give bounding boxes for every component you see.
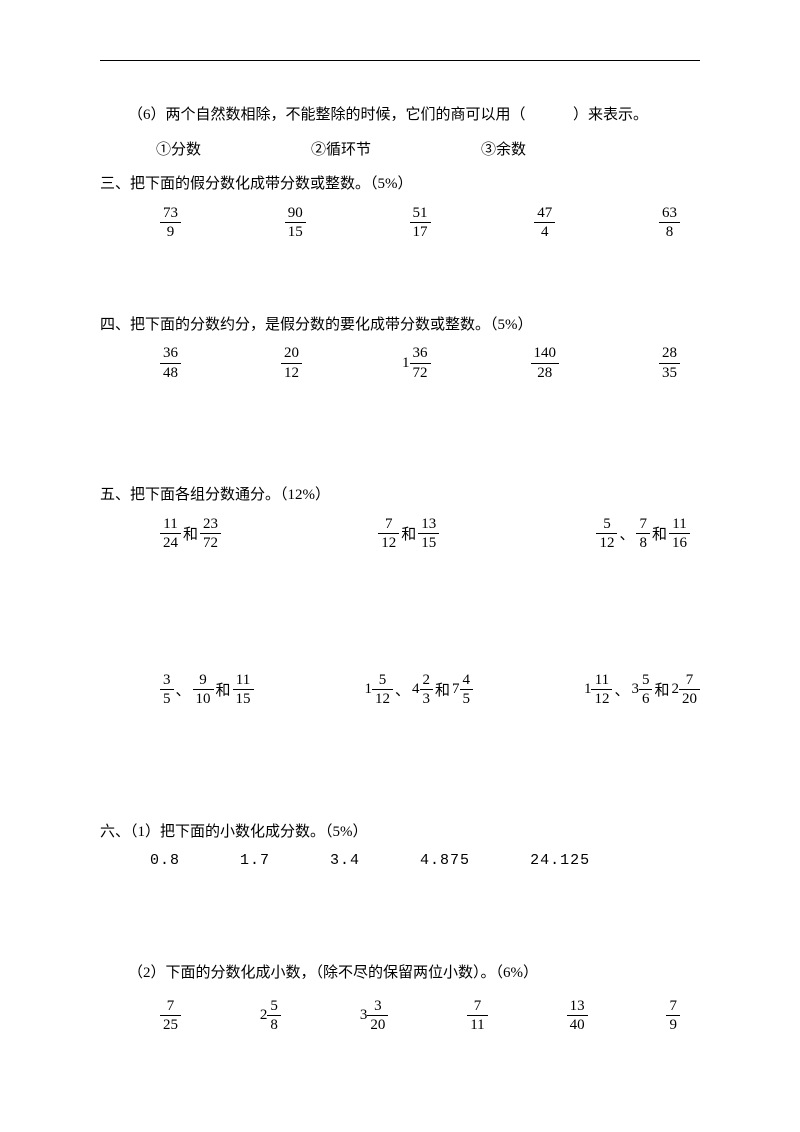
frac: 35	[160, 672, 174, 708]
fraction-group: 512、78和1116	[596, 516, 690, 552]
fraction-group: 1124和2372	[160, 516, 221, 552]
top-rule	[100, 60, 700, 61]
q6-options: ①分数 ②循环节 ③余数	[100, 136, 700, 165]
frac: 739	[160, 205, 181, 241]
mixed-frac: 13672	[402, 345, 431, 381]
frac: 910	[193, 672, 214, 708]
frac: 638	[659, 205, 680, 241]
mixed-frac: 910	[193, 672, 214, 708]
frac: 720	[679, 672, 700, 708]
mixed-frac: 745	[452, 672, 473, 708]
q6-text-b: ）来表示。	[573, 107, 648, 123]
page: （6）两个自然数相除，不能整除的时候，它们的商可以用（ ）来表示。 ①分数 ②循…	[0, 0, 800, 1132]
fraction-group: 11112、356和2720	[584, 672, 700, 708]
fraction-group: 35、910和1115	[160, 672, 254, 708]
mixed-frac: 1340	[567, 998, 588, 1034]
s6-decimals: 0.8 1.7 3.4 4.875 24.125	[100, 852, 700, 869]
s6-title: 六、（1）把下面的小数化成分数。（5%）	[100, 818, 700, 847]
frac: 1115	[233, 672, 254, 708]
mixed-frac: 1512	[364, 672, 393, 708]
frac: 23	[420, 672, 434, 708]
mixed-frac: 423	[412, 672, 433, 708]
frac: 1112	[591, 672, 612, 708]
conjunction: 和	[401, 523, 416, 544]
decimal-value: 24.125	[530, 852, 590, 869]
frac: 45	[460, 672, 474, 708]
frac: 9015	[285, 205, 306, 241]
mixed-frac: 11112	[584, 672, 613, 708]
s3-fracs: 739 9015 5117 474 638	[100, 205, 700, 241]
frac: 56	[639, 672, 653, 708]
mixed-frac: 712	[378, 516, 399, 552]
q6-text-a: （6）两个自然数相除，不能整除的时候，它们的商可以用（	[128, 107, 526, 123]
mixed-frac: 725	[160, 998, 181, 1034]
mixed-frac: 1116	[669, 516, 690, 552]
conjunction: 和	[216, 679, 231, 700]
mixed-frac: 1115	[233, 672, 254, 708]
conjunction: 和	[652, 523, 667, 544]
whole-part: 4	[412, 681, 420, 698]
frac: 1124	[160, 516, 181, 552]
mixed-frac: 3320	[360, 998, 389, 1034]
q6-opt1: ①分数	[156, 136, 201, 165]
s4-fracs: 3648 2012 13672 14028 2835	[100, 345, 700, 381]
decimal-value: 4.875	[420, 852, 470, 869]
decimal-value: 3.4	[330, 852, 360, 869]
conjunction: 和	[654, 679, 669, 700]
mixed-frac: 512	[596, 516, 617, 552]
mixed-frac: 78	[636, 516, 650, 552]
s4-title: 四、把下面的分数约分，是假分数的要化成带分数或整数。（5%）	[100, 311, 700, 340]
mixed-frac: 2012	[281, 345, 302, 381]
conjunction: 和	[183, 523, 198, 544]
frac: 512	[372, 672, 393, 708]
q6-opt2: ②循环节	[311, 136, 371, 165]
conjunction: 、	[614, 679, 629, 700]
conjunction: 、	[395, 679, 410, 700]
mixed-frac: 1315	[418, 516, 439, 552]
q6-line: （6）两个自然数相除，不能整除的时候，它们的商可以用（ ）来表示。	[100, 101, 700, 130]
s6-sub2-title: （2）下面的分数化成小数，（除不尽的保留两位小数）。（6%）	[100, 959, 700, 988]
s5-title: 五、把下面各组分数通分。（12%）	[100, 481, 700, 510]
mixed-frac: 2372	[200, 516, 221, 552]
frac: 2372	[200, 516, 221, 552]
decimal-value: 0.8	[150, 852, 180, 869]
whole-part: 1	[364, 681, 372, 698]
conjunction: 、	[176, 679, 191, 700]
mixed-frac: 711	[467, 998, 487, 1034]
mixed-frac: 2835	[659, 345, 680, 381]
whole-part: 3	[631, 681, 639, 698]
fraction-group: 712和1315	[378, 516, 439, 552]
s5-row2: 35、910和11151512、423和74511112、356和2720	[100, 672, 700, 708]
s3-title: 三、把下面的假分数化成带分数或整数。（5%）	[100, 170, 700, 199]
frac: 512	[596, 516, 617, 552]
frac: 1315	[418, 516, 439, 552]
conjunction: 、	[619, 523, 634, 544]
frac: 5117	[410, 205, 431, 241]
whole-part: 2	[672, 681, 680, 698]
mixed-frac: 35	[160, 672, 174, 708]
frac: 78	[636, 516, 650, 552]
mixed-frac: 356	[631, 672, 652, 708]
whole-part: 1	[584, 681, 592, 698]
fraction-group: 1512、423和745	[364, 672, 473, 708]
mixed-frac: 3648	[160, 345, 181, 381]
frac: 474	[534, 205, 555, 241]
q6-opt3: ③余数	[481, 136, 526, 165]
frac: 1116	[669, 516, 690, 552]
decimal-value: 1.7	[240, 852, 270, 869]
frac: 712	[378, 516, 399, 552]
mixed-frac: 79	[666, 998, 680, 1034]
mixed-frac: 258	[260, 998, 281, 1034]
mixed-frac: 1124	[160, 516, 181, 552]
s6-sub2-fracs: 725 258 3320 711 1340 79	[100, 998, 700, 1034]
mixed-frac: 2720	[672, 672, 701, 708]
conjunction: 和	[435, 679, 450, 700]
s5-row1: 1124和2372712和1315512、78和1116	[100, 516, 700, 552]
whole-part: 7	[452, 681, 460, 698]
mixed-frac: 14028	[531, 345, 560, 381]
